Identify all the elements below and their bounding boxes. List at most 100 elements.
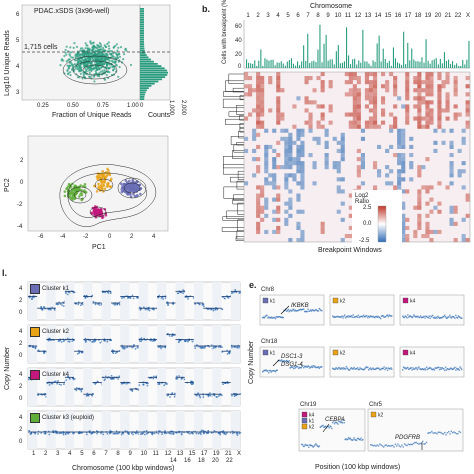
- heatmap-cell: [264, 201, 269, 206]
- cn-point: [174, 394, 176, 396]
- chrom-number: X: [466, 13, 470, 19]
- legend-tick-mid: 0.0: [363, 221, 372, 227]
- legend-title: Log2 Ratio: [355, 193, 370, 205]
- heatmap-cell: [445, 116, 450, 121]
- qc-point: [125, 49, 128, 52]
- zoom-point: [319, 366, 321, 368]
- zoom-point: [371, 316, 373, 318]
- zoom-point: [443, 315, 445, 318]
- heatmap-cell: [352, 92, 357, 97]
- cluster-label-k2: Cluster k2: [30, 327, 69, 337]
- zoom-point: [382, 315, 384, 317]
- heatmap-cell: [368, 80, 373, 85]
- zoom-point: [409, 444, 411, 446]
- heatmap-cell: [433, 148, 438, 153]
- zoom-point: [405, 368, 407, 370]
- cn-point: [180, 378, 183, 380]
- tag-label: k4: [410, 299, 416, 305]
- zoom-point: [406, 444, 408, 447]
- heatmap-cell: [340, 132, 345, 137]
- heatmap-cell: [417, 173, 422, 178]
- zoom-point: [339, 368, 342, 370]
- qc-point: [112, 46, 115, 49]
- zoom-point: [317, 366, 320, 368]
- heatmap-cell: [272, 217, 277, 222]
- heatmap-cell: [296, 96, 301, 101]
- heatmap-cell: [268, 144, 273, 149]
- pca-point: [124, 179, 128, 182]
- cn-point: [77, 432, 80, 435]
- marginal-bar: [140, 78, 163, 81]
- heatmap-cell: [308, 153, 313, 158]
- cn-point: [157, 346, 160, 348]
- heatmap-cell: [256, 100, 261, 105]
- cn-point: [88, 339, 90, 341]
- qc-point: [77, 57, 80, 61]
- heatmap-cell: [405, 96, 410, 101]
- zoom-point: [344, 367, 346, 369]
- cn-point: [100, 304, 103, 306]
- cn-point: [195, 394, 197, 396]
- heatmap-cell: [276, 120, 281, 125]
- heatmap-cell: [316, 104, 321, 109]
- cn-point: [168, 335, 171, 337]
- zoom-point: [456, 368, 459, 371]
- heatmap-cell: [284, 185, 289, 190]
- breakpoint-bar: [278, 62, 280, 68]
- qc-point: [69, 71, 72, 74]
- heatmap-cell: [260, 185, 265, 190]
- chrom-number: 7: [306, 13, 310, 19]
- heatmap-cell: [276, 88, 281, 93]
- zoom-point: [274, 371, 277, 373]
- zoom-point: [311, 366, 314, 369]
- zoom-point: [437, 366, 439, 369]
- marginal-bar: [140, 27, 144, 30]
- heatmap-cell: [352, 104, 357, 109]
- zoom-point: [319, 308, 321, 311]
- breakpoint-bar: [441, 63, 443, 68]
- cn-point: [96, 430, 98, 432]
- dendrogram-branch: [233, 194, 244, 201]
- heatmap-cell: [352, 112, 357, 117]
- heatmap-cell: [437, 76, 442, 81]
- zoom-point: [344, 314, 346, 316]
- heatmap-cell: [312, 136, 317, 141]
- breakpoint-bar: [399, 63, 401, 68]
- breakpoint-bar: [425, 39, 427, 68]
- zoom-point: [276, 316, 278, 318]
- heatmap-cell: [244, 72, 249, 77]
- zoom-point: [318, 307, 320, 310]
- zoom-point: [310, 310, 313, 312]
- cn-point: [85, 295, 87, 297]
- breakpoint-bar: [254, 60, 256, 68]
- zoom-point: [440, 317, 442, 319]
- zoom-point: [315, 443, 317, 445]
- zoom-point: [459, 316, 461, 319]
- heatmap-cell: [256, 72, 261, 77]
- panel-c-xlabel: PC1: [92, 244, 106, 251]
- cn-point: [139, 306, 141, 309]
- heatmap-cell: [373, 96, 378, 101]
- zoom-point: [375, 367, 378, 370]
- qc-point: [88, 75, 92, 78]
- zoom-point: [390, 315, 392, 317]
- breakpoint-bar: [303, 45, 305, 68]
- zoom-point: [344, 317, 347, 319]
- dendrogram-branch: [232, 199, 244, 205]
- zoom-point: [450, 367, 453, 370]
- heatmap-cell: [296, 132, 301, 137]
- zoom-point: [341, 315, 343, 317]
- qc-point: [59, 64, 62, 67]
- zoom-point: [306, 366, 308, 368]
- zoom-point: [406, 317, 408, 319]
- heatmap-cell: [344, 234, 349, 239]
- zoom-point: [331, 427, 333, 430]
- cn-point: [128, 432, 130, 435]
- heatmap-cell: [373, 112, 378, 117]
- cn-point: [145, 308, 147, 311]
- zoom-point: [418, 316, 420, 319]
- zoom-point: [403, 316, 406, 319]
- cn-point: [48, 384, 51, 386]
- heatmap-cell: [425, 84, 430, 89]
- zoom-point: [284, 360, 286, 363]
